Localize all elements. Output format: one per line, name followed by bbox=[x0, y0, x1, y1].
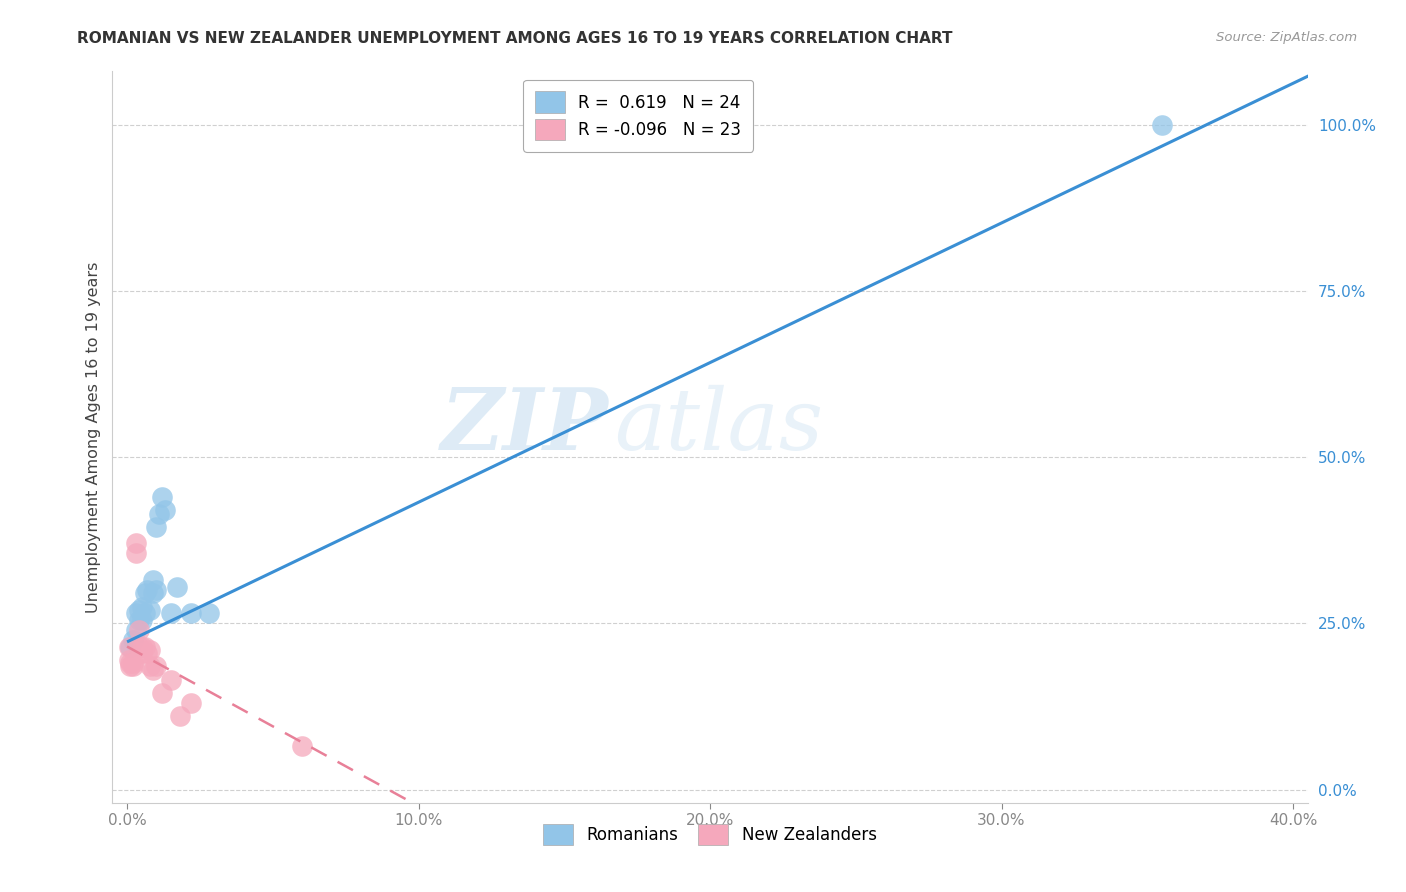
Point bbox=[153, 503, 176, 517]
Point bbox=[118, 659, 141, 673]
Y-axis label: Unemployment Among Ages 16 to 19 years: Unemployment Among Ages 16 to 19 years bbox=[86, 261, 101, 613]
Text: ROMANIAN VS NEW ZEALANDER UNEMPLOYMENT AMONG AGES 16 TO 19 YEARS CORRELATION CHA: ROMANIAN VS NEW ZEALANDER UNEMPLOYMENT A… bbox=[77, 31, 953, 46]
Point bbox=[118, 656, 141, 670]
Point bbox=[145, 582, 167, 597]
Point bbox=[136, 646, 159, 660]
Point bbox=[118, 640, 141, 654]
Point bbox=[145, 659, 167, 673]
Point bbox=[142, 573, 165, 587]
Point bbox=[159, 607, 181, 621]
Point bbox=[117, 640, 139, 654]
Point bbox=[139, 659, 162, 673]
Point bbox=[134, 640, 156, 654]
Point bbox=[131, 640, 153, 654]
Point bbox=[148, 507, 170, 521]
Point bbox=[142, 586, 165, 600]
Point bbox=[145, 520, 167, 534]
Point bbox=[1150, 118, 1173, 132]
Point bbox=[131, 613, 153, 627]
Point bbox=[136, 582, 159, 597]
Point bbox=[134, 586, 156, 600]
Point bbox=[139, 603, 162, 617]
Point bbox=[125, 536, 148, 550]
Point bbox=[125, 546, 148, 560]
Point bbox=[131, 646, 153, 660]
Point bbox=[180, 696, 202, 710]
Text: Source: ZipAtlas.com: Source: ZipAtlas.com bbox=[1216, 31, 1357, 45]
Point bbox=[128, 640, 150, 654]
Text: ZIP: ZIP bbox=[440, 384, 609, 468]
Point bbox=[291, 739, 314, 754]
Point bbox=[134, 607, 156, 621]
Point bbox=[150, 490, 173, 504]
Point bbox=[131, 599, 153, 614]
Point bbox=[125, 607, 148, 621]
Point bbox=[122, 632, 145, 647]
Point bbox=[166, 580, 188, 594]
Point bbox=[128, 613, 150, 627]
Point bbox=[169, 709, 191, 723]
Point bbox=[180, 607, 202, 621]
Point bbox=[159, 673, 181, 687]
Point bbox=[122, 659, 145, 673]
Point bbox=[142, 663, 165, 677]
Point bbox=[150, 686, 173, 700]
Point bbox=[128, 603, 150, 617]
Point bbox=[125, 623, 148, 637]
Legend: Romanians, New Zealanders: Romanians, New Zealanders bbox=[531, 812, 889, 856]
Point bbox=[117, 653, 139, 667]
Point bbox=[122, 656, 145, 670]
Point bbox=[128, 623, 150, 637]
Point bbox=[139, 643, 162, 657]
Point bbox=[197, 607, 219, 621]
Text: atlas: atlas bbox=[614, 384, 824, 467]
